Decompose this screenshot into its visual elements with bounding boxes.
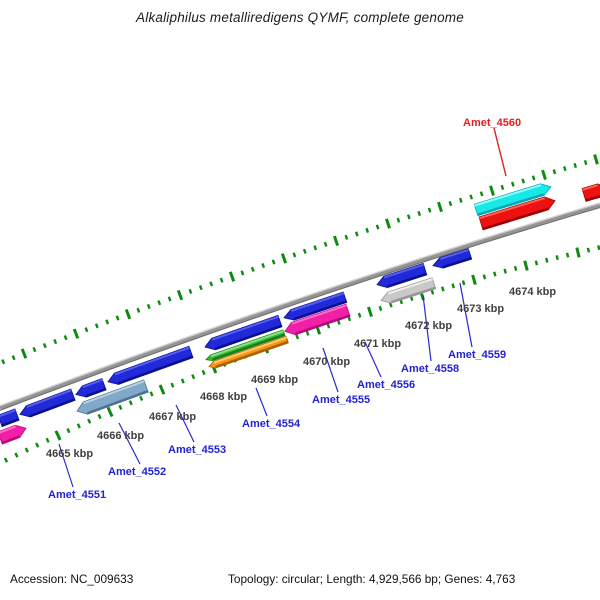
position-label: 4674 kbp [509, 286, 556, 298]
gene-arrow[interactable] [0, 408, 20, 428]
gene-arrow[interactable] [432, 248, 473, 269]
label-leader-line [322, 347, 339, 393]
position-label: 4670 kbp [303, 356, 350, 368]
gene-label[interactable]: Amet_4560 [463, 117, 521, 129]
ruler-ticks-outer [1, 154, 599, 365]
label-leader-line [255, 387, 268, 417]
gene-arrow[interactable] [473, 183, 552, 217]
ruler-ticks-inner [3, 245, 600, 463]
label-leader-line [422, 294, 432, 362]
gene-arrow[interactable] [376, 262, 428, 289]
gene-label[interactable]: Amet_4552 [108, 466, 166, 478]
gene-label[interactable]: Amet_4553 [168, 444, 226, 456]
position-label: 4673 kbp [457, 303, 504, 315]
position-label: 4671 kbp [354, 338, 401, 350]
position-label: 4666 kbp [97, 430, 144, 442]
gene-arrow[interactable] [204, 314, 283, 351]
gene-arrow[interactable] [205, 329, 286, 362]
position-label: 4665 kbp [46, 448, 93, 460]
gene-arrow[interactable] [107, 345, 194, 385]
label-leader-line [118, 422, 141, 465]
gene-arrow[interactable] [208, 335, 289, 369]
gene-label[interactable]: Amet_4556 [357, 379, 415, 391]
gene-label[interactable]: Amet_4551 [48, 489, 106, 501]
label-leader-line [459, 282, 473, 348]
gene-label[interactable]: Amet_4554 [242, 418, 301, 430]
position-label: 4669 kbp [251, 374, 298, 386]
gene-label[interactable]: Amet_4555 [312, 394, 370, 406]
gene-arrow[interactable] [19, 388, 76, 418]
label-leader-line [175, 404, 195, 443]
label-leader-line [493, 127, 507, 177]
label-leader-line [58, 443, 74, 488]
position-label: 4668 kbp [200, 391, 247, 403]
gene-arrow[interactable] [283, 291, 348, 321]
topology-text: Topology: circular; Length: 4,929,566 bp… [228, 572, 516, 586]
position-label: 4672 kbp [405, 320, 452, 332]
gene-arrow[interactable] [76, 379, 149, 415]
gene-arrow[interactable] [284, 303, 351, 336]
page-title: Alkaliphilus metalliredigens QYMF, compl… [136, 10, 464, 25]
gene-arrow[interactable] [75, 378, 107, 398]
gene-arrow[interactable] [0, 424, 27, 445]
gene-arrow[interactable] [380, 277, 437, 304]
accession-text: Accession: NC_009633 [10, 572, 134, 586]
position-label: 4667 kbp [149, 411, 196, 423]
gene-arrow[interactable] [478, 196, 556, 231]
label-leader-line [364, 341, 382, 378]
gene-arrow[interactable] [581, 183, 600, 202]
gene-label[interactable]: Amet_4559 [448, 349, 506, 361]
genome-backbone [0, 202, 600, 411]
gene-label[interactable]: Amet_4558 [401, 363, 459, 375]
